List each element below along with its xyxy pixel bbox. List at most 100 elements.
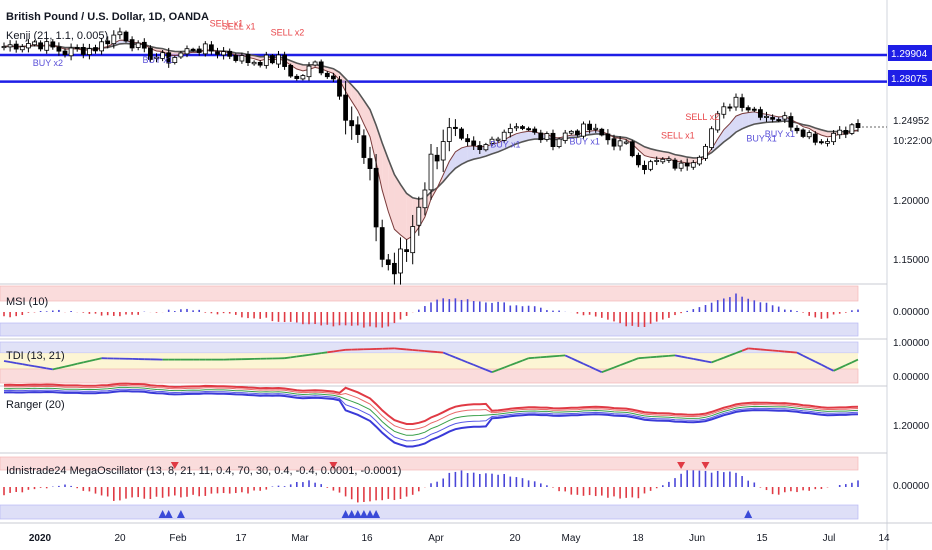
candle <box>398 237 403 285</box>
candle-body <box>806 132 812 138</box>
candle <box>636 152 641 168</box>
candle <box>489 136 495 147</box>
candle <box>373 154 379 242</box>
osc-buy-marker <box>164 510 173 518</box>
candle <box>331 72 336 83</box>
candle <box>800 128 806 139</box>
candle-body <box>532 128 538 133</box>
kenji-cloud-segment <box>522 131 529 142</box>
candle-body <box>526 128 531 131</box>
signal-label-buy: BUY x1 <box>570 136 600 146</box>
time-axis-label: Feb <box>169 533 187 544</box>
tdi-segment <box>333 349 340 353</box>
candle <box>227 48 233 60</box>
candle <box>483 142 489 152</box>
candle <box>812 131 818 146</box>
candle-body <box>392 262 397 275</box>
kenji-cloud-segment <box>363 100 370 137</box>
candle-body <box>270 55 275 64</box>
kenji-cloud-segment <box>742 112 749 129</box>
candle <box>849 123 855 136</box>
candle <box>648 159 653 172</box>
candle <box>587 120 592 134</box>
candle-body <box>196 48 202 53</box>
candle-body <box>538 132 544 141</box>
candle-body <box>672 159 678 169</box>
signal-label-sell: SELL x1 <box>210 19 244 29</box>
candle <box>56 42 62 56</box>
candle-body <box>166 52 172 64</box>
candle <box>392 252 397 285</box>
candle-body <box>80 46 86 55</box>
candle-body <box>190 48 196 51</box>
signal-label-sell: SELL x2 <box>685 112 719 122</box>
osc-sell-marker <box>170 462 179 469</box>
candle <box>105 36 111 49</box>
candle-body <box>678 162 684 169</box>
osc-buy-marker <box>359 510 368 518</box>
candle-body <box>697 156 702 165</box>
candle-body <box>556 138 562 148</box>
tdi-segment <box>851 358 859 364</box>
candle-body <box>727 106 733 109</box>
candle <box>141 38 147 53</box>
candle <box>739 93 745 112</box>
candle <box>623 139 629 145</box>
candle-body <box>550 132 556 147</box>
candle-body <box>800 129 806 137</box>
candle <box>32 40 37 47</box>
tdi-tick-bottom: 0.00000 <box>893 372 930 383</box>
candle <box>93 44 98 54</box>
candle <box>19 44 25 53</box>
candle <box>526 126 531 131</box>
candle <box>385 253 391 271</box>
tdi-segment <box>607 366 615 371</box>
kenji-cloud-segment <box>528 131 535 141</box>
osc-sell-marker <box>701 462 710 469</box>
tdi-segment <box>735 349 743 354</box>
candle <box>306 62 312 81</box>
candle-body <box>324 72 330 78</box>
candle <box>477 141 483 155</box>
tdi-segment <box>589 365 597 371</box>
candle-body <box>355 124 361 135</box>
candle-body <box>782 115 788 120</box>
tdi-segment <box>680 355 688 359</box>
tdi-segment <box>327 350 334 354</box>
candle <box>87 43 92 60</box>
tdi-segment <box>516 359 523 364</box>
hline-price-tag <box>888 45 932 61</box>
candle <box>294 74 300 81</box>
msi-histogram <box>3 293 859 328</box>
candle-body <box>373 167 379 228</box>
osc-tick: 0.00000 <box>893 481 930 492</box>
signal-label-buy: BUY x1 <box>765 129 795 139</box>
candle-body <box>477 145 483 150</box>
candle-body <box>770 117 775 120</box>
tdi-segment <box>302 353 310 357</box>
candle <box>733 93 739 111</box>
candle-body <box>605 133 611 141</box>
candle-body <box>184 48 190 55</box>
kenji-cloud-segment <box>376 125 383 191</box>
candle-body <box>38 42 43 50</box>
tdi-segment <box>491 369 499 374</box>
kenji-cloud-segment <box>662 151 669 159</box>
candle <box>819 139 824 145</box>
candle <box>26 39 31 53</box>
candle <box>367 146 373 181</box>
tdi-segment <box>22 363 29 367</box>
candle <box>337 76 342 100</box>
tdi-segment <box>473 364 481 369</box>
candle-body <box>654 159 660 162</box>
candle-body <box>666 158 672 161</box>
candle-body <box>135 42 141 48</box>
candle-body <box>318 61 324 74</box>
candle <box>782 111 788 123</box>
candle <box>690 160 696 170</box>
candle <box>459 127 464 141</box>
tdi-segment <box>70 362 78 367</box>
candle-body <box>385 259 391 265</box>
candle <box>428 144 434 200</box>
